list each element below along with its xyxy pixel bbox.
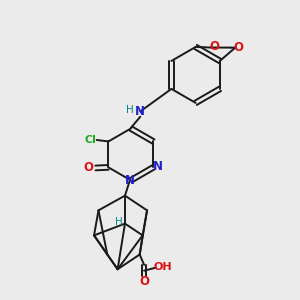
Text: Cl: Cl <box>84 135 96 145</box>
Text: O: O <box>84 161 94 175</box>
Text: N: N <box>135 105 145 118</box>
Text: OH: OH <box>153 262 172 272</box>
Text: O: O <box>209 40 220 52</box>
Text: N: N <box>152 160 162 173</box>
Text: H: H <box>126 105 134 115</box>
Text: O: O <box>234 41 244 54</box>
Text: H: H <box>115 217 122 227</box>
Text: N: N <box>125 174 135 187</box>
Text: O: O <box>139 275 149 288</box>
